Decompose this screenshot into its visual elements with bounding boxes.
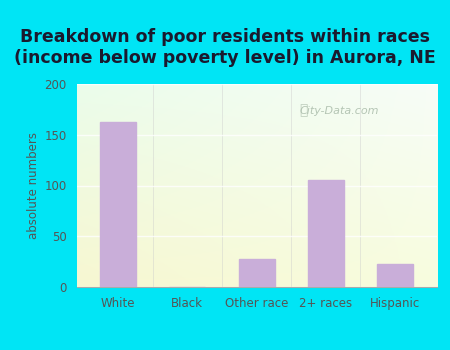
Text: City-Data.com: City-Data.com bbox=[300, 106, 379, 117]
Bar bbox=[238, 259, 274, 287]
Bar bbox=[308, 181, 344, 287]
Y-axis label: absolute numbers: absolute numbers bbox=[27, 132, 40, 239]
Text: Breakdown of poor residents within races: Breakdown of poor residents within races bbox=[20, 28, 430, 46]
Text: ⦿: ⦿ bbox=[299, 104, 307, 118]
Bar bbox=[377, 264, 413, 287]
Text: (income below poverty level) in Aurora, NE: (income below poverty level) in Aurora, … bbox=[14, 49, 436, 67]
Bar bbox=[100, 121, 136, 287]
